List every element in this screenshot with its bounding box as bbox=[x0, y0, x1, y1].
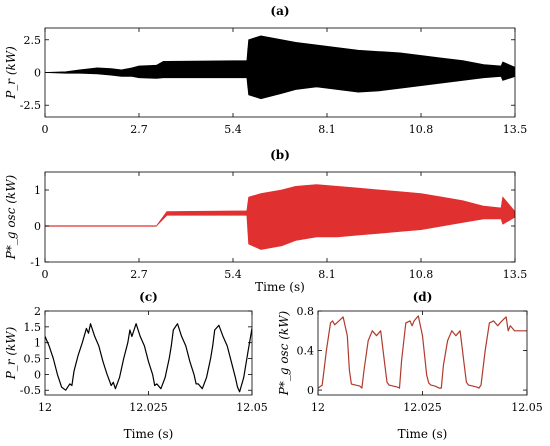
x-tick-label: 0 bbox=[42, 268, 49, 281]
x-tick-label: 12.05 bbox=[511, 401, 543, 414]
y-axis-label: P_r (kW) bbox=[4, 46, 18, 100]
x-tick-label: 13.5 bbox=[503, 123, 528, 136]
panel-title: (b) bbox=[270, 148, 290, 162]
y-tick-label: 0 bbox=[307, 384, 314, 397]
x-tick-label: 12.025 bbox=[403, 401, 442, 414]
x-axis-label: Time (s) bbox=[124, 427, 174, 441]
panel-title: (c) bbox=[139, 290, 158, 304]
y-tick-label: 2.5 bbox=[24, 34, 42, 47]
x-tick-label: 13.5 bbox=[503, 268, 528, 281]
plot-frame bbox=[44, 171, 516, 263]
x-tick-label: 10.8 bbox=[409, 123, 434, 136]
y-axis-label: P*_g osc (kW) bbox=[4, 174, 18, 260]
series-group bbox=[45, 184, 515, 250]
y-tick-label: 1 bbox=[34, 337, 41, 350]
y-tick-label: -2.5 bbox=[20, 99, 41, 112]
y-tick-label: 2 bbox=[34, 305, 41, 318]
y-tick-label: 0 bbox=[34, 220, 41, 233]
y-tick-label: -1 bbox=[30, 256, 41, 269]
x-tick-label: 5.4 bbox=[224, 123, 242, 136]
x-tick-label: 5.4 bbox=[224, 268, 242, 281]
x-tick-label: 12.05 bbox=[236, 401, 268, 414]
panel-title: (d) bbox=[413, 290, 433, 304]
y-tick-label: 0.4 bbox=[297, 345, 315, 358]
y-tick-label: 1.5 bbox=[24, 321, 42, 334]
y-tick-label: -0.5 bbox=[20, 384, 41, 397]
series-group bbox=[45, 35, 515, 100]
y-tick-label: 0.8 bbox=[297, 305, 315, 318]
panel-c: (c) 12 12.025 12.05 2 1.5 1 0.5 0 -0.5 Time (s) P_r… bbox=[4, 290, 268, 441]
y-axis-label: P*_g osc (kW) bbox=[277, 310, 291, 396]
x-tick-label: 12 bbox=[38, 401, 52, 414]
x-tick-label: 2.7 bbox=[130, 268, 148, 281]
x-tick-label: 8.1 bbox=[318, 268, 336, 281]
series-line bbox=[318, 315, 527, 389]
y-tick-label: 0 bbox=[34, 67, 41, 80]
x-tick-label: 0 bbox=[42, 123, 49, 136]
plot-frame bbox=[44, 310, 253, 396]
y-tick-label: 0.5 bbox=[24, 353, 42, 366]
x-tick-label: 10.8 bbox=[409, 268, 434, 281]
y-axis-label: P_r (kW) bbox=[4, 326, 18, 380]
series-group bbox=[45, 323, 252, 393]
y-tick-label: 0 bbox=[34, 368, 41, 381]
x-axis-label: Time (s) bbox=[255, 280, 305, 294]
panel-title: (a) bbox=[270, 4, 289, 18]
series-line bbox=[45, 323, 252, 393]
series-group bbox=[318, 315, 527, 389]
x-tick-label: 2.7 bbox=[130, 123, 148, 136]
panel-d: (d) 12 12.025 12.05 0.8 0.4 0 Time (s) P*_g osc … bbox=[277, 290, 543, 441]
x-tick-label: 12 bbox=[311, 401, 325, 414]
x-axis-label: Time (s) bbox=[398, 427, 448, 441]
panel-a: (a)0 2.7 5.4 8.1 10.8 13.52.50-2.5P_r (kW) bbox=[4, 4, 527, 136]
y-tick-label: 1 bbox=[34, 184, 41, 197]
x-tick-label: 8.1 bbox=[318, 123, 336, 136]
x-tick-label: 12.025 bbox=[129, 401, 168, 414]
